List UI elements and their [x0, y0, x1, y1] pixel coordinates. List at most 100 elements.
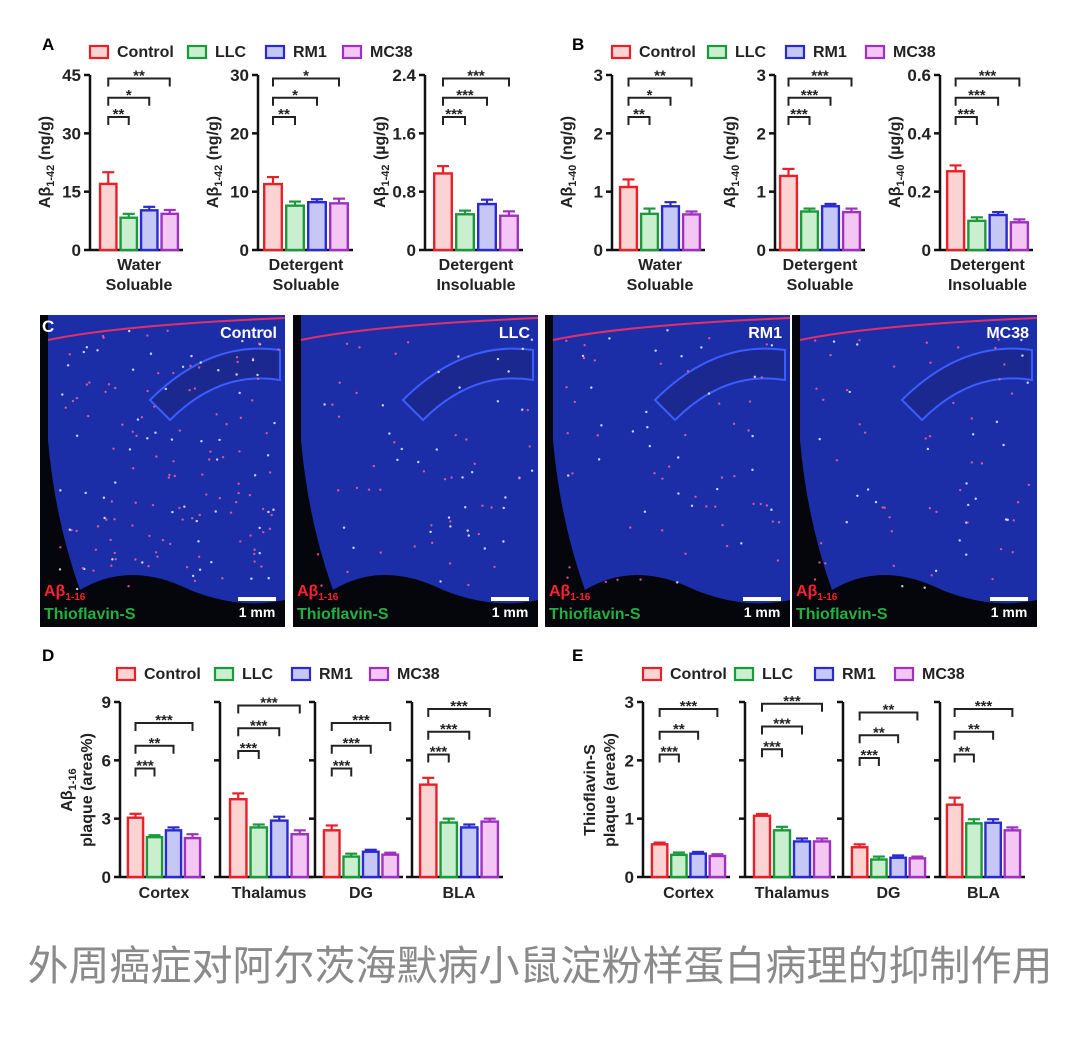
plaque-dot — [205, 493, 208, 496]
x-axis-label-cortex: Cortex — [663, 885, 714, 902]
plaque-dot — [470, 470, 474, 474]
bar-rm1 — [792, 840, 812, 879]
x-axis-label-thalamus: Thalamus — [755, 885, 830, 902]
plaque-dot — [530, 338, 534, 341]
plaque-dot — [502, 506, 505, 510]
scale-bar-label: 1 mm — [744, 604, 781, 620]
plaque-dot — [568, 566, 571, 569]
plaque-dot — [748, 400, 752, 403]
plaque-dot — [272, 508, 275, 511]
plaque-dot — [331, 403, 334, 406]
stain-subscript: 1-16 — [570, 592, 590, 603]
bar-control — [945, 803, 964, 879]
plaque-dot — [82, 350, 86, 354]
plaque-dot — [156, 555, 159, 558]
plaque-dot — [155, 455, 158, 458]
y-label-subscript: 1-40 — [567, 165, 579, 187]
hippocampus-shape — [401, 347, 534, 422]
significance-label: *** — [660, 744, 678, 761]
plaque-dot — [134, 558, 137, 561]
plaque-dot — [68, 353, 71, 356]
plaque-dot — [188, 388, 191, 392]
plaque-dot — [161, 538, 165, 542]
plaque-dot — [346, 570, 349, 574]
plaque-dot — [66, 364, 70, 367]
plaque-dot — [437, 370, 440, 374]
plaque-dot — [238, 391, 241, 395]
significance-bracket — [134, 744, 175, 754]
significance-bracket — [627, 77, 693, 87]
y-axis-label: Thioflavin-S — [582, 744, 599, 836]
y-tick-label: 1.6 — [392, 124, 416, 143]
x-axis-label: Detergent — [439, 257, 514, 274]
plaque-dot — [172, 371, 175, 375]
plaque-dot — [753, 375, 757, 379]
y-label-main: Aβ — [722, 187, 739, 209]
y-label-main: Aβ — [887, 186, 904, 208]
legend-label-llc: LLC — [242, 666, 274, 683]
micrograph-mc38: MC38 Aβ1-16 Thioflavin-S 1 mm — [792, 315, 1038, 627]
stain-subscript: 1-16 — [318, 592, 338, 603]
bar-control — [433, 172, 454, 252]
plaque-dot — [217, 368, 220, 372]
plaque-dot — [667, 465, 671, 468]
plaque-dot — [759, 502, 762, 506]
plaque-dot — [590, 386, 593, 389]
plaque-dot — [566, 474, 570, 477]
plaque-dot — [835, 459, 839, 462]
y-label-main: Aβ — [372, 186, 389, 208]
plaque-dot — [824, 562, 827, 565]
plaque-dot — [608, 337, 611, 340]
plaque-dot — [338, 381, 341, 384]
x-axis-label: Insoluable — [436, 277, 515, 294]
stain-subscript: 1-16 — [817, 592, 837, 603]
significance-label: ** — [278, 106, 290, 123]
bar-control — [778, 174, 799, 252]
plaque-dot — [104, 390, 107, 394]
plaque-dot — [700, 346, 703, 349]
significance-label: ** — [883, 702, 895, 719]
hippocampus-shape — [653, 347, 786, 422]
y-label-main: Aβ — [59, 790, 76, 812]
plaque-dot — [221, 577, 224, 580]
plaque-dot — [881, 506, 884, 509]
plaque-dot — [998, 378, 1001, 381]
plaque-dot — [659, 362, 663, 365]
plaque-dot — [653, 472, 656, 475]
significance-bracket — [134, 767, 156, 777]
micrograph-rm1: RM1 Aβ1-16 Thioflavin-S 1 mm — [545, 315, 791, 627]
plaque-dot — [616, 578, 619, 581]
bar-rm1 — [307, 200, 328, 252]
plaque-dot — [714, 505, 717, 508]
legend-label-control: Control — [144, 666, 201, 683]
stain-main: Aβ — [297, 583, 319, 600]
significance-bracket — [954, 77, 1021, 87]
plaque-dot — [971, 433, 975, 436]
significance-bracket — [658, 753, 680, 763]
bar-rm1 — [689, 852, 708, 879]
plaque-dot — [251, 358, 255, 362]
plaque-dot — [342, 526, 346, 529]
plaque-dot — [777, 521, 781, 524]
plaque-dot — [136, 418, 140, 421]
significance-bracket — [761, 748, 783, 758]
x-axis-label: Insoluable — [948, 277, 1027, 294]
plaque-dot — [760, 376, 763, 379]
bar-mc38 — [381, 853, 400, 879]
stain-label-thioflavin: Thioflavin-S — [796, 606, 888, 623]
plaque-dot — [430, 524, 433, 527]
plaque-dot — [845, 520, 848, 524]
plaque-dot — [583, 344, 586, 347]
plaque-dot — [266, 454, 270, 457]
legend-label-mc38: MC38 — [370, 44, 413, 61]
significance-bracket — [107, 96, 151, 106]
plaque-dot — [643, 510, 647, 513]
significance-label: ** — [133, 68, 145, 85]
plaque-dot — [819, 542, 823, 545]
plaque-dot — [449, 520, 452, 523]
plaque-dot — [676, 581, 679, 584]
plaque-dot — [443, 477, 447, 481]
plaque-dot — [171, 510, 174, 514]
stain-main: Aβ — [549, 583, 571, 600]
